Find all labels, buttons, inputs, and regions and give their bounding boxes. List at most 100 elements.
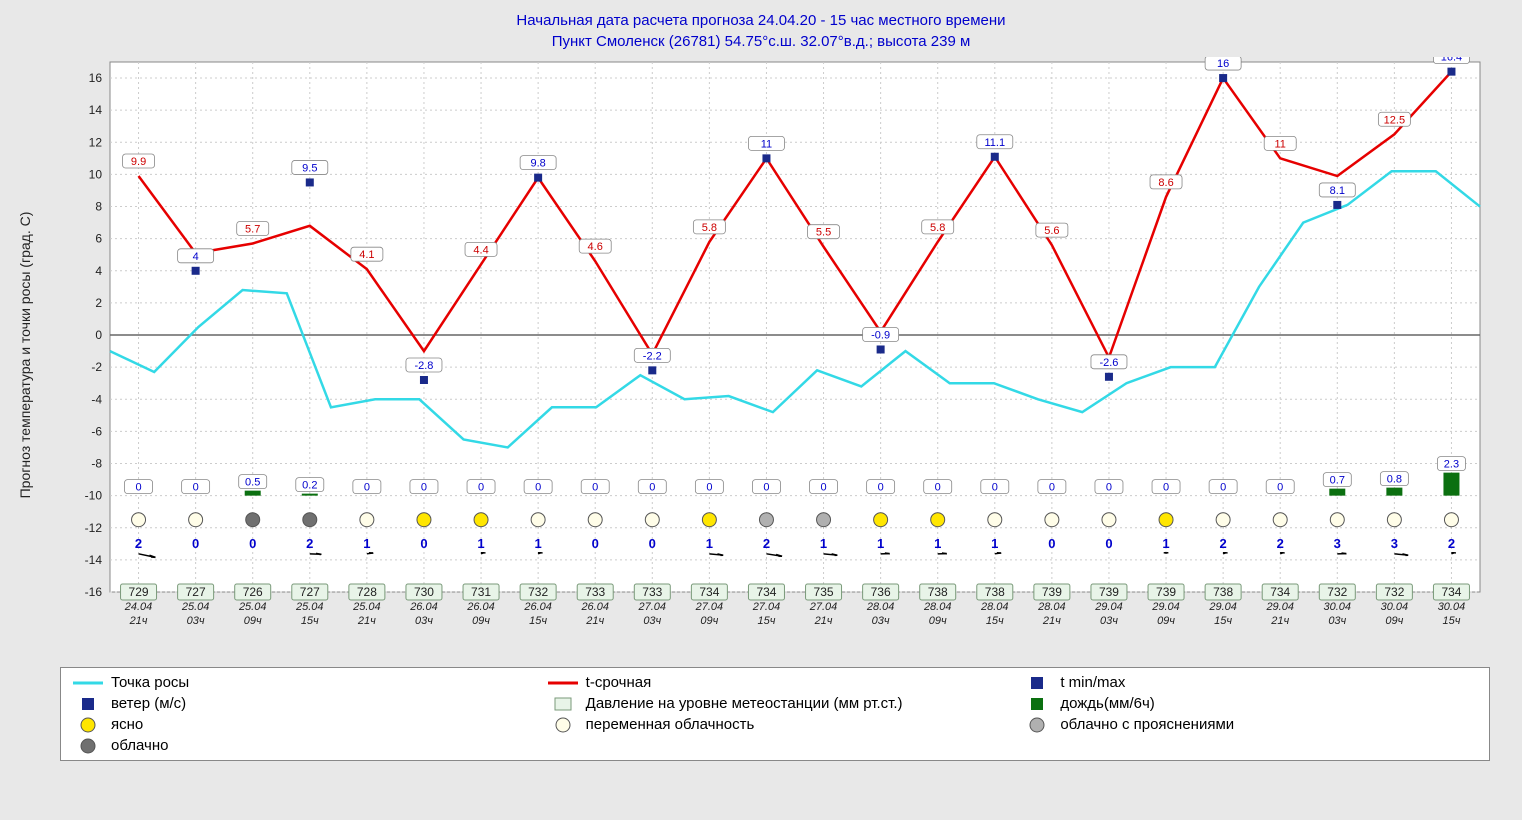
svg-text:03ч: 03ч xyxy=(415,615,433,627)
legend-item: облачно с прояснениями xyxy=(1022,716,1477,733)
svg-text:30.04: 30.04 xyxy=(1381,601,1409,613)
legend-item: дождь(мм/6ч) xyxy=(1022,695,1477,712)
svg-text:0: 0 xyxy=(992,482,998,494)
svg-text:-8: -8 xyxy=(91,457,102,471)
svg-text:8.6: 8.6 xyxy=(1158,177,1173,189)
legend-swatch xyxy=(1022,676,1052,690)
legend-label: переменная облачность xyxy=(586,716,755,733)
svg-text:-14: -14 xyxy=(85,553,103,567)
svg-text:2.3: 2.3 xyxy=(1444,459,1459,471)
svg-text:09ч: 09ч xyxy=(1385,615,1403,627)
svg-text:2: 2 xyxy=(1448,536,1455,551)
svg-text:-2.8: -2.8 xyxy=(414,360,433,372)
svg-text:21ч: 21ч xyxy=(814,615,833,627)
svg-text:739: 739 xyxy=(1099,585,1119,599)
svg-text:2: 2 xyxy=(1220,536,1227,551)
svg-text:8: 8 xyxy=(95,200,102,214)
svg-text:734: 734 xyxy=(699,585,719,599)
svg-text:-16: -16 xyxy=(85,585,103,599)
svg-text:2: 2 xyxy=(135,536,142,551)
svg-text:21ч: 21ч xyxy=(1270,615,1289,627)
legend-swatch xyxy=(73,739,103,753)
legend-label: ясно xyxy=(111,716,143,733)
svg-text:27.04: 27.04 xyxy=(809,601,838,613)
svg-text:03ч: 03ч xyxy=(1328,615,1346,627)
svg-text:1: 1 xyxy=(363,536,370,551)
svg-text:739: 739 xyxy=(1042,585,1062,599)
svg-text:03ч: 03ч xyxy=(643,615,661,627)
svg-text:27.04: 27.04 xyxy=(752,601,781,613)
svg-text:734: 734 xyxy=(1270,585,1290,599)
legend-item: переменная облачность xyxy=(548,716,1003,733)
svg-text:5.5: 5.5 xyxy=(816,227,831,239)
svg-text:0: 0 xyxy=(420,536,427,551)
chart-title: Начальная дата расчета прогноза 24.04.20… xyxy=(10,10,1512,52)
svg-text:21ч: 21ч xyxy=(585,615,604,627)
svg-text:0: 0 xyxy=(649,536,656,551)
legend-item: Давление на уровне метеостанции (мм рт.с… xyxy=(548,695,1003,712)
forecast-chart: -16-14-12-10-8-6-4-202468101214169.95.74… xyxy=(60,57,1490,647)
svg-text:4: 4 xyxy=(95,264,102,278)
svg-text:9.5: 9.5 xyxy=(302,162,317,174)
svg-text:9.8: 9.8 xyxy=(530,158,545,170)
legend-item: Точка росы xyxy=(73,674,528,691)
svg-text:5.8: 5.8 xyxy=(930,222,945,234)
svg-text:25.04: 25.04 xyxy=(295,601,324,613)
svg-text:26.04: 26.04 xyxy=(409,601,438,613)
svg-text:0: 0 xyxy=(1105,536,1112,551)
svg-text:12.5: 12.5 xyxy=(1384,114,1405,126)
svg-text:727: 727 xyxy=(186,585,206,599)
svg-text:24.04: 24.04 xyxy=(124,601,153,613)
svg-text:26.04: 26.04 xyxy=(466,601,495,613)
svg-text:03ч: 03ч xyxy=(872,615,890,627)
legend-label: t-срочная xyxy=(586,674,652,691)
svg-text:2: 2 xyxy=(95,296,102,310)
svg-text:0: 0 xyxy=(421,482,427,494)
legend-swatch xyxy=(73,676,103,690)
svg-text:0.7: 0.7 xyxy=(1330,475,1345,487)
svg-text:5.7: 5.7 xyxy=(245,223,260,235)
svg-text:732: 732 xyxy=(528,585,548,599)
svg-text:15ч: 15ч xyxy=(757,615,775,627)
svg-text:09ч: 09ч xyxy=(1157,615,1175,627)
svg-text:0: 0 xyxy=(820,482,826,494)
svg-text:0.2: 0.2 xyxy=(302,480,317,492)
svg-text:0.8: 0.8 xyxy=(1387,474,1402,486)
legend-label: Точка росы xyxy=(111,674,189,691)
svg-text:4.1: 4.1 xyxy=(359,249,374,261)
svg-text:16: 16 xyxy=(1217,58,1229,70)
legend-swatch xyxy=(548,676,578,690)
svg-text:731: 731 xyxy=(471,585,491,599)
svg-text:29.04: 29.04 xyxy=(1208,601,1237,613)
svg-text:28.04: 28.04 xyxy=(980,601,1009,613)
legend-swatch xyxy=(1022,697,1052,711)
svg-text:2: 2 xyxy=(306,536,313,551)
svg-text:0: 0 xyxy=(592,536,599,551)
svg-text:739: 739 xyxy=(1156,585,1176,599)
legend-label: облачно с прояснениями xyxy=(1060,716,1234,733)
svg-text:0: 0 xyxy=(192,536,199,551)
legend-item: t min/max xyxy=(1022,674,1477,691)
svg-text:25.04: 25.04 xyxy=(238,601,267,613)
svg-text:738: 738 xyxy=(928,585,948,599)
svg-text:1: 1 xyxy=(535,536,542,551)
svg-text:27.04: 27.04 xyxy=(695,601,724,613)
svg-text:738: 738 xyxy=(1213,585,1233,599)
svg-text:15ч: 15ч xyxy=(529,615,547,627)
svg-text:728: 728 xyxy=(357,585,377,599)
svg-text:09ч: 09ч xyxy=(472,615,490,627)
svg-text:2: 2 xyxy=(763,536,770,551)
svg-text:29.04: 29.04 xyxy=(1094,601,1123,613)
svg-text:0: 0 xyxy=(1163,482,1169,494)
svg-text:1: 1 xyxy=(477,536,484,551)
svg-text:0: 0 xyxy=(535,482,541,494)
svg-text:21ч: 21ч xyxy=(129,615,148,627)
svg-text:-2.6: -2.6 xyxy=(1099,357,1118,369)
svg-text:-4: -4 xyxy=(91,392,102,406)
svg-text:0: 0 xyxy=(1220,482,1226,494)
svg-text:738: 738 xyxy=(985,585,1005,599)
svg-text:30.04: 30.04 xyxy=(1324,601,1352,613)
svg-text:25.04: 25.04 xyxy=(352,601,381,613)
legend-label: облачно xyxy=(111,737,168,754)
svg-text:-10: -10 xyxy=(85,489,103,503)
